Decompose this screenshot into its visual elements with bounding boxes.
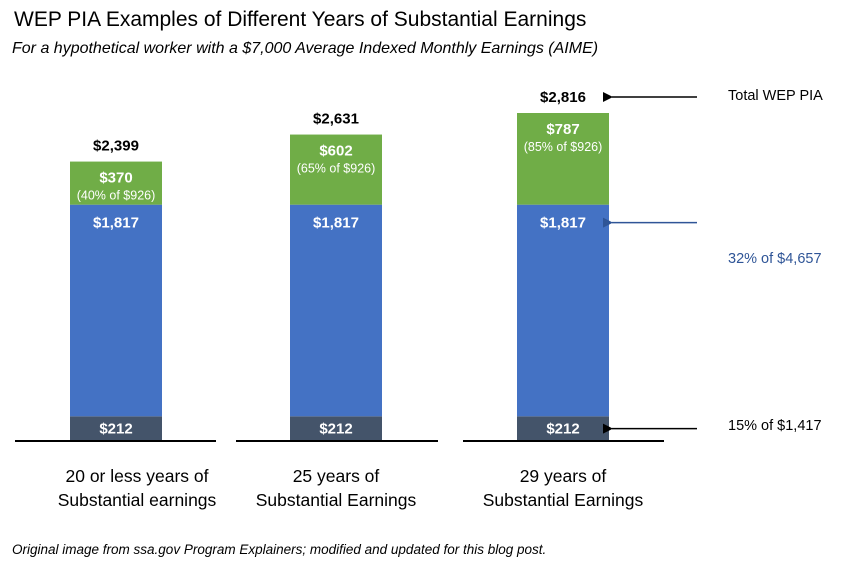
- bar-segment-2-tier1: [290, 416, 382, 441]
- bar-segment-3-tier3: [517, 113, 609, 205]
- bar-label-1-tier1: $212: [99, 421, 132, 438]
- bar-label-3-tier1: $212: [546, 421, 579, 438]
- chart-subtitle: For a hypothetical worker with a $7,000 …: [12, 40, 599, 57]
- category-label-3: 29 years of Substantial Earnings: [463, 464, 663, 512]
- category-label-2-line-1: 25 years of: [292, 466, 380, 486]
- annotation-tier1: 15% of $1,417: [728, 418, 822, 434]
- bar-segment-1-tier2: [70, 204, 162, 417]
- bar-sublabel-1-tier3: (40% of $926): [77, 189, 156, 203]
- total-label-1: $2,399: [93, 138, 139, 155]
- bar-label-2-tier2: $1,817: [313, 215, 359, 232]
- category-label-1-line-2: Substantial earnings: [57, 490, 217, 510]
- bar-sublabel-3-tier3: (85% of $926): [524, 140, 603, 154]
- bar-segment-2-tier2: [290, 204, 382, 417]
- bar-label-3-tier2: $1,817: [540, 215, 586, 232]
- category-label-1: 20 or less years of Substantial earnings: [37, 464, 237, 512]
- bar-label-2-tier3: $602: [319, 143, 352, 160]
- total-label-2: $2,631: [313, 111, 359, 128]
- bar-segment-1-tier3: [70, 161, 162, 205]
- footnote: Original image from ssa.gov Program Expl…: [12, 542, 547, 557]
- category-label-3-line-2: Substantial Earnings: [482, 490, 644, 510]
- bar-segment-2-tier3: [290, 134, 382, 205]
- annotation-tier2: 32% of $4,657: [728, 251, 822, 267]
- chart-title: WEP PIA Examples of Different Years of S…: [14, 8, 587, 31]
- total-label-3: $2,816: [540, 89, 586, 106]
- bar-sublabel-2-tier3: (65% of $926): [297, 162, 376, 176]
- category-label-1-line-1: 20 or less years of: [65, 466, 209, 486]
- bar-label-3-tier3: $787: [546, 121, 579, 138]
- category-label-2: 25 years of Substantial Earnings: [236, 464, 436, 512]
- stacked-bar-chart: $212 $1,817 $370 (40% of $926) $2,399 $212 $1,…: [15, 89, 697, 442]
- bar-label-1-tier3: $370: [99, 170, 132, 187]
- bar-label-2-tier1: $212: [319, 421, 352, 438]
- bar-segment-1-tier1: [70, 416, 162, 441]
- annotation-total-wep-pia: Total WEP PIA: [728, 88, 823, 104]
- category-label-3-line-1: 29 years of: [519, 466, 607, 486]
- bar-segment-3-tier2: [517, 204, 609, 417]
- category-label-2-line-2: Substantial Earnings: [255, 490, 417, 510]
- bar-segment-3-tier1: [517, 416, 609, 441]
- bar-label-1-tier2: $1,817: [93, 215, 139, 232]
